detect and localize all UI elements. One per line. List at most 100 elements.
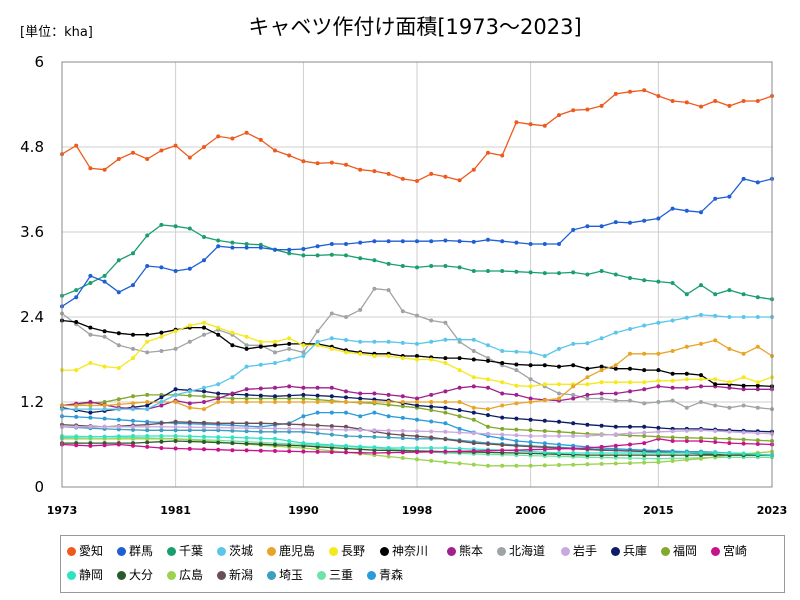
data-point [273, 449, 277, 453]
data-point [599, 396, 604, 401]
data-point [159, 400, 164, 404]
data-point [713, 99, 718, 103]
data-point [557, 419, 561, 424]
data-point [273, 343, 277, 348]
data-point [415, 400, 419, 404]
data-point [202, 428, 206, 433]
data-point [230, 421, 235, 426]
data-point [429, 171, 434, 176]
data-point [301, 449, 306, 454]
data-point [727, 405, 732, 410]
data-point [755, 452, 760, 457]
data-point [173, 419, 178, 424]
data-point [755, 295, 760, 300]
data-point [699, 312, 703, 317]
data-point [102, 279, 107, 284]
data-point [528, 400, 533, 404]
data-point [571, 462, 576, 467]
data-point [145, 233, 150, 238]
legend-item: 熊本 [447, 542, 483, 560]
data-point [713, 403, 718, 408]
data-point [571, 227, 576, 232]
data-point [329, 432, 334, 437]
data-point [159, 349, 164, 353]
data-point [443, 337, 448, 342]
data-point [131, 346, 135, 351]
data-point [102, 400, 107, 404]
data-point [571, 392, 576, 397]
data-point [628, 442, 632, 447]
unit-label: [単位：kha] [20, 24, 93, 40]
data-point [457, 385, 462, 390]
series-宮崎 [60, 436, 774, 455]
legend-marker [317, 571, 326, 580]
legend-marker [611, 547, 620, 556]
data-point [88, 441, 93, 446]
series-岩手 [60, 424, 774, 438]
data-point [542, 123, 547, 128]
data-point [372, 239, 377, 244]
data-point [429, 449, 434, 454]
data-point [599, 461, 604, 466]
data-point [386, 261, 391, 266]
legend-marker [217, 571, 226, 580]
legend-label: 茨城 [229, 544, 254, 558]
data-point [656, 451, 661, 455]
data-point [741, 403, 746, 408]
y-tick-label: 6 [34, 53, 44, 71]
data-point [187, 266, 192, 271]
data-point [329, 400, 334, 404]
data-point [486, 269, 490, 273]
data-point [599, 368, 604, 373]
data-point [642, 278, 647, 283]
data-point [230, 245, 235, 250]
data-point [613, 461, 618, 466]
data-point [329, 311, 334, 316]
data-point [486, 377, 490, 382]
data-point [528, 350, 533, 355]
data-point [202, 389, 206, 394]
data-point [202, 425, 206, 430]
data-point [244, 334, 249, 339]
data-point [145, 436, 150, 441]
data-point [131, 332, 135, 337]
data-point [74, 320, 79, 324]
data-point [755, 405, 760, 410]
data-point [457, 356, 462, 361]
data-point [628, 276, 632, 280]
data-point [244, 392, 249, 397]
data-point [741, 430, 746, 435]
data-point [642, 456, 647, 461]
data-point [315, 339, 320, 344]
data-point [628, 366, 632, 371]
data-point [202, 447, 206, 452]
data-point [159, 148, 164, 153]
data-point [684, 377, 689, 382]
data-point [514, 433, 519, 438]
data-point [159, 330, 164, 335]
data-point [699, 283, 703, 288]
data-point [514, 368, 519, 373]
data-point [230, 428, 235, 433]
data-point [131, 434, 135, 438]
data-point [244, 387, 249, 392]
data-point [656, 216, 661, 221]
data-point [415, 313, 419, 318]
legend-label: 三重 [329, 568, 354, 582]
data-point [571, 108, 576, 113]
data-point [116, 407, 121, 412]
data-point [230, 343, 235, 348]
data-point [372, 451, 377, 455]
data-point [173, 439, 178, 443]
data-point [273, 361, 277, 365]
data-point [557, 382, 561, 387]
data-point [258, 344, 263, 349]
data-point [684, 344, 689, 349]
data-point [202, 394, 206, 399]
data-point [131, 394, 135, 399]
legend-item: 長野 [329, 542, 365, 560]
data-point [670, 318, 675, 323]
data-point [656, 456, 661, 461]
legend-label: 福岡 [673, 544, 698, 558]
data-point [642, 434, 647, 438]
